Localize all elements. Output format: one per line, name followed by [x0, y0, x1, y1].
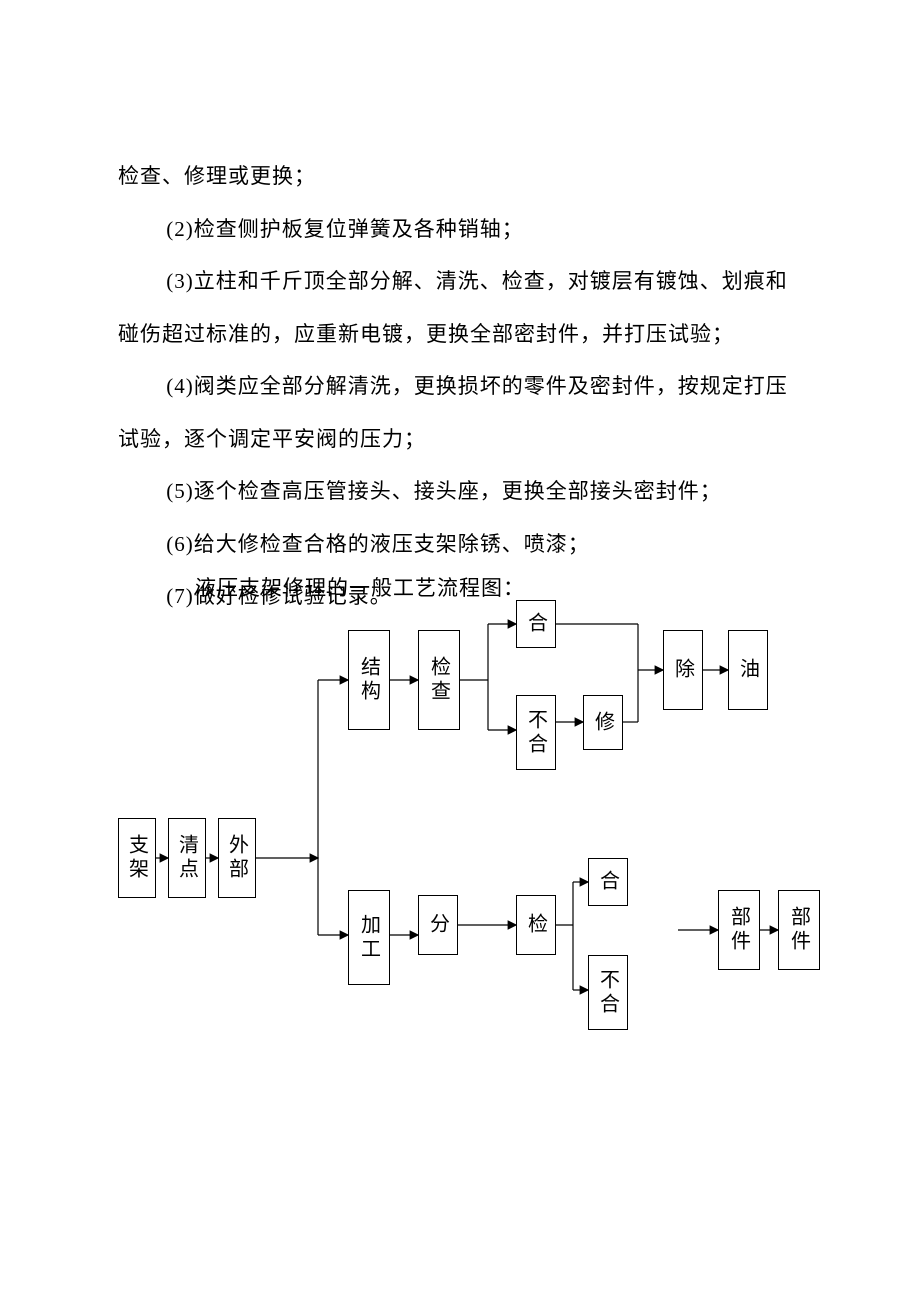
- flowchart-node-n12: 分: [418, 895, 458, 955]
- flowchart-node-n1: 支架: [118, 818, 156, 898]
- flowchart-node-n6: 合: [516, 600, 556, 648]
- flowchart-node-n11: 加工: [348, 890, 390, 985]
- para-1: 检查、修理或更换；: [118, 150, 802, 203]
- flowchart-node-n17: 部件: [778, 890, 820, 970]
- para-5: (5)逐个检查高压管接头、接头座，更换全部接头密封件；: [118, 465, 802, 518]
- para-3: (3)立柱和千斤顶全部分解、清洗、检查，对镀层有镀蚀、划痕和碰伤超过标准的，应重…: [118, 255, 802, 360]
- flowchart-node-n3: 外部: [218, 818, 256, 898]
- flowchart-node-n10: 油: [728, 630, 768, 710]
- para-4: (4)阀类应全部分解清洗，更换损坏的零件及密封件，按规定打压试验，逐个调定平安阀…: [118, 360, 802, 465]
- flowchart-node-n14: 合: [588, 858, 628, 906]
- flowchart-node-n7: 不合: [516, 695, 556, 770]
- flowchart-node-n15: 不合: [588, 955, 628, 1030]
- document-text: 检查、修理或更换； (2)检查侧护板复位弹簧及各种销轴； (3)立柱和千斤顶全部…: [118, 150, 802, 623]
- flowchart-container: 支架清点外部结构检查合不合修除油加工分检合不合部件部件: [118, 600, 838, 1080]
- flowchart-node-n9: 除: [663, 630, 703, 710]
- flowchart-node-n13: 检: [516, 895, 556, 955]
- flowchart-title: 液压支架修理的一般工艺流程图：: [195, 572, 525, 602]
- flowchart-node-n4: 结构: [348, 630, 390, 730]
- flowchart-node-n16: 部件: [718, 890, 760, 970]
- para-2: (2)检查侧护板复位弹簧及各种销轴；: [118, 203, 802, 256]
- para-6: (6)给大修检查合格的液压支架除锈、喷漆；: [118, 518, 802, 571]
- flowchart-node-n2: 清点: [168, 818, 206, 898]
- flowchart-node-n5: 检查: [418, 630, 460, 730]
- flowchart-node-n8: 修: [583, 695, 623, 750]
